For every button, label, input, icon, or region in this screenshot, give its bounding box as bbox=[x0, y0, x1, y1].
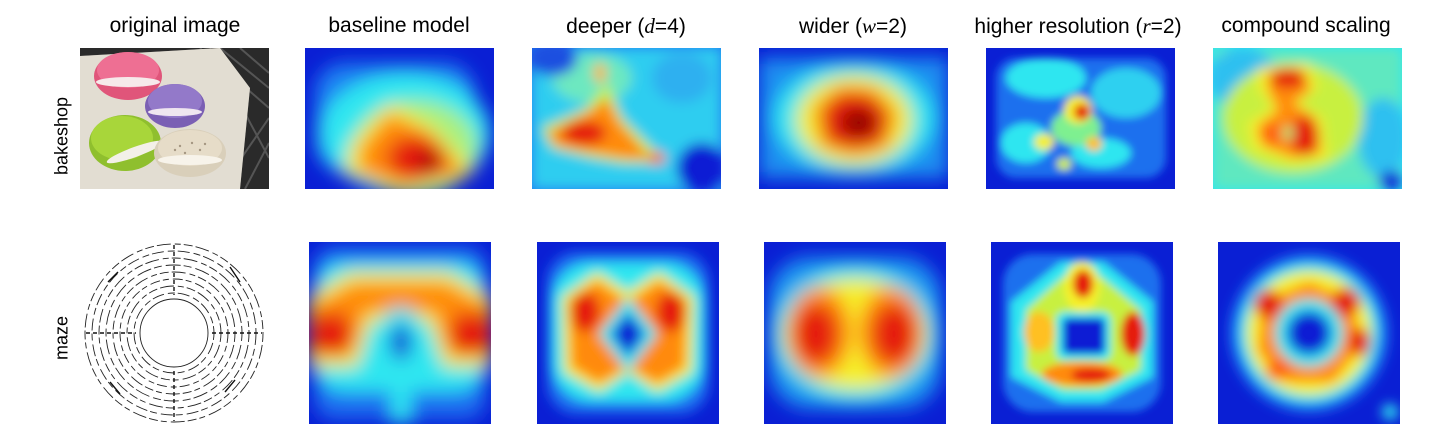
heatmap-bakeshop-compound bbox=[1213, 48, 1402, 189]
maze-image bbox=[80, 242, 269, 424]
heatmap-bakeshop-higher-resolution bbox=[986, 48, 1175, 189]
heatmap-bakeshop-deeper bbox=[532, 48, 721, 189]
heatmap-bakeshop-wider bbox=[759, 48, 948, 189]
heatmap-maze-compound bbox=[1218, 242, 1400, 424]
heatmap-bakeshop-baseline bbox=[305, 48, 494, 189]
column-title-higher-resolution: higher resolution (r=2) bbox=[974, 14, 1182, 38]
original-image-maze bbox=[80, 242, 269, 424]
column-title-deeper: deeper (d=4) bbox=[566, 14, 686, 38]
column-title-original-image: original image bbox=[109, 14, 241, 37]
original-image-bakeshop bbox=[80, 48, 269, 189]
row-label-bakeshop: bakeshop bbox=[51, 96, 72, 176]
column-title-baseline-model: baseline model bbox=[328, 14, 470, 37]
column-title-compound-scaling: compound scaling bbox=[1221, 14, 1391, 37]
row-label-maze: maze bbox=[51, 315, 72, 361]
heatmap-maze-deeper bbox=[537, 242, 719, 424]
column-title-wider: wider (w=2) bbox=[799, 14, 907, 38]
macarons-photo bbox=[80, 48, 269, 189]
heatmap-maze-baseline bbox=[309, 242, 491, 424]
heatmap-maze-wider bbox=[764, 242, 946, 424]
heatmap-maze-higher-resolution bbox=[991, 242, 1173, 424]
